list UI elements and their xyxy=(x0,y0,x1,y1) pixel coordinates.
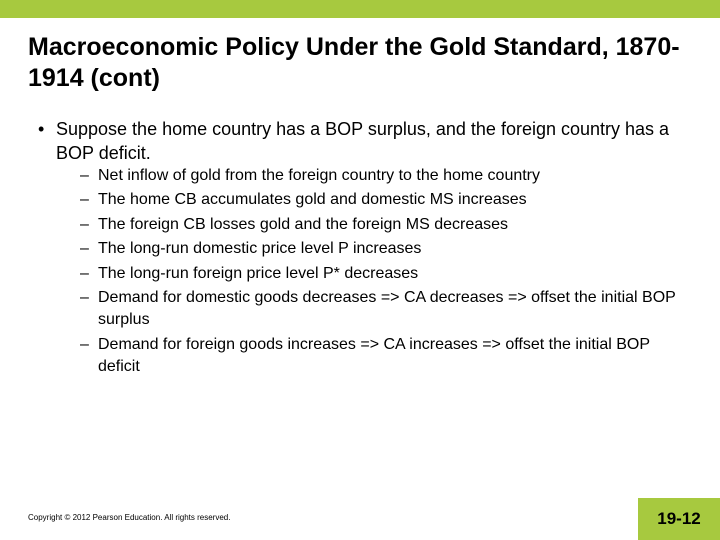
sub-bullet-text: Demand for foreign goods increases => CA… xyxy=(98,336,650,375)
title-block: Macroeconomic Policy Under the Gold Stan… xyxy=(0,18,720,105)
bullet-level2: Demand for foreign goods increases => CA… xyxy=(78,334,686,379)
sub-bullet-text: Net inflow of gold from the foreign coun… xyxy=(98,167,540,184)
bullet-text: Suppose the home country has a BOP surpl… xyxy=(56,119,669,163)
sub-bullet-list: Net inflow of gold from the foreign coun… xyxy=(56,165,686,379)
slide: Macroeconomic Policy Under the Gold Stan… xyxy=(0,0,720,540)
bullet-level2: Demand for domestic goods decreases => C… xyxy=(78,287,686,332)
bullet-level1: Suppose the home country has a BOP surpl… xyxy=(34,117,686,379)
sub-bullet-text: Demand for domestic goods decreases => C… xyxy=(98,289,676,328)
content-area: Suppose the home country has a BOP surpl… xyxy=(0,105,720,379)
page-number: 19-12 xyxy=(657,509,700,529)
bullet-level2: The long-run foreign price level P* decr… xyxy=(78,263,686,285)
page-number-box: 19-12 xyxy=(638,498,720,540)
bullet-level2: The home CB accumulates gold and domesti… xyxy=(78,189,686,211)
bullet-level2: The long-run domestic price level P incr… xyxy=(78,238,686,260)
bullet-level2: Net inflow of gold from the foreign coun… xyxy=(78,165,686,187)
sub-bullet-text: The foreign CB losses gold and the forei… xyxy=(98,216,508,233)
sub-bullet-text: The long-run foreign price level P* decr… xyxy=(98,265,418,282)
bullet-level2: The foreign CB losses gold and the forei… xyxy=(78,214,686,236)
copyright-text: Copyright © 2012 Pearson Education. All … xyxy=(28,513,230,522)
slide-title: Macroeconomic Policy Under the Gold Stan… xyxy=(28,32,692,95)
sub-bullet-text: The long-run domestic price level P incr… xyxy=(98,240,421,257)
sub-bullet-text: The home CB accumulates gold and domesti… xyxy=(98,191,527,208)
accent-bar xyxy=(0,0,720,18)
